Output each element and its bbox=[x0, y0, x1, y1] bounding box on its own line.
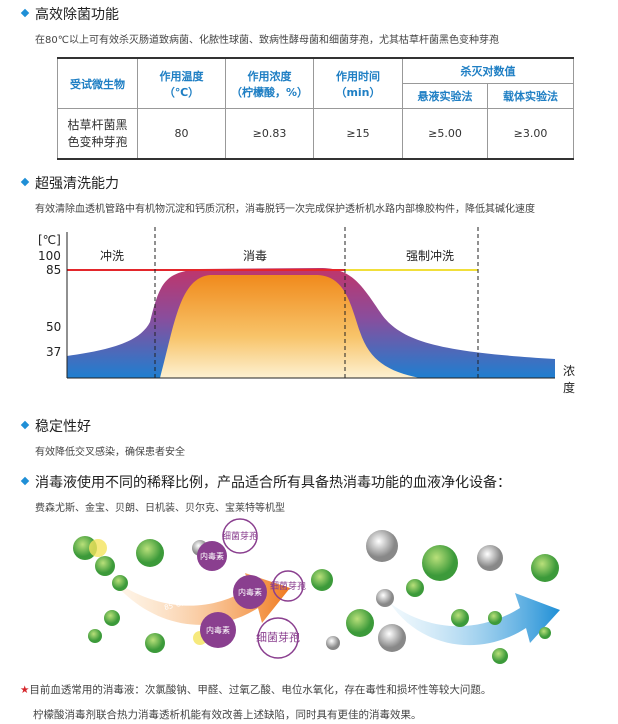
th: 悬液实验法 bbox=[402, 83, 488, 109]
table: 受试微生物 作用温度 （℃） 作用浓度 （柠檬酸，%） 作用时间 （min） 杀灭对数… bbox=[57, 57, 574, 160]
td: ≥3.00 bbox=[487, 108, 574, 159]
section-title: 稳定性好 bbox=[35, 416, 91, 436]
toxin-blobs bbox=[197, 541, 267, 648]
th-line: 作用时间 bbox=[336, 69, 380, 83]
section-text: 费森尤斯、金宝、贝朗、日机装、贝尔克、宝莱特等机型 bbox=[35, 503, 285, 514]
spore-label: 细菌芽孢 bbox=[256, 630, 300, 644]
td: ≥0.83 bbox=[225, 108, 314, 159]
spore-label: 细菌芽孢 bbox=[222, 530, 258, 542]
th-line: 作用温度 bbox=[159, 69, 204, 83]
th: 受试微生物 bbox=[57, 57, 138, 109]
th-line: （柠檬酸，%） bbox=[230, 85, 309, 99]
section-title: 高效除菌功能 bbox=[35, 4, 119, 24]
y-label: 37 bbox=[46, 345, 61, 359]
particles bbox=[73, 530, 559, 664]
note: ★目前血透常用的消毒液：次氯酸钠、甲醛、过氧乙酸、电位水氧化，存在毒性和损坏性等… bbox=[20, 682, 491, 697]
td: 80 bbox=[137, 108, 226, 159]
note: 柠檬酸消毒剂联合热力消毒透析机能有效改善上述缺陷，同时具有更佳的消毒效果。 bbox=[33, 709, 422, 721]
phase: 冲洗 bbox=[100, 248, 124, 263]
td-line: 色变种芽孢 bbox=[67, 135, 128, 150]
x-label: 浓 bbox=[563, 364, 575, 378]
th: 作用温度 （℃） bbox=[137, 57, 226, 109]
spore-blobs bbox=[222, 518, 304, 659]
th-line: 作用浓度 bbox=[247, 69, 292, 83]
td: 枯草杆菌黑色变种芽孢 bbox=[57, 108, 138, 159]
th: 杀灭对数值 bbox=[402, 57, 574, 84]
section-text: 在80℃以上可有效杀灭肠道致病菌、化脓性球菌、致病性酵母菌和细菌芽孢，尤其枯草杆… bbox=[35, 35, 499, 46]
th: 作用时间 （min） bbox=[313, 57, 403, 109]
td-line: 枯草杆菌黑 bbox=[67, 118, 128, 133]
y-label: 50 bbox=[46, 320, 61, 334]
th: 载体实验法 bbox=[487, 83, 574, 109]
toxin-label: 内毒素 bbox=[206, 625, 230, 635]
arrow bbox=[110, 573, 290, 625]
section-text: 有效降低交叉感染，确保患者安全 bbox=[35, 447, 185, 458]
arrow bbox=[390, 593, 560, 646]
y-label: 85 bbox=[46, 263, 61, 277]
section-text: 有效清除血透机管路中有机物沉淀和钙质沉积，消毒脱钙一次完成保护透析机水路内部橡胶… bbox=[35, 204, 535, 215]
th-line: （min） bbox=[335, 85, 381, 99]
toxin-label: 内毒素 bbox=[200, 551, 224, 561]
section-title: 超强清洗能力 bbox=[35, 173, 119, 193]
td: ≥15 bbox=[313, 108, 403, 159]
note-text: 目前血透常用的消毒液：次氯酸钠、甲醛、过氧乙酸、电位水氧化，存在毒性和损坏性等较… bbox=[29, 684, 492, 696]
x-label: 度 bbox=[563, 380, 575, 395]
disinfect-area bbox=[160, 275, 420, 378]
y-label: 100 bbox=[38, 249, 61, 263]
section-title: 消毒液使用不同的稀释比例，产品适合所有具备热消毒功能的血液净化设备： bbox=[35, 472, 511, 492]
th: 作用浓度 （柠檬酸，%） bbox=[225, 57, 314, 109]
th-line: （℃） bbox=[163, 85, 200, 99]
star: ★ bbox=[20, 684, 30, 696]
td: ≥5.00 bbox=[402, 108, 488, 159]
spore-label: 细菌芽孢 bbox=[270, 580, 306, 592]
illustration: 85℃高温消毒 内毒素 内毒素 内毒素 细菌芽孢 细菌芽孢 细菌芽孢 bbox=[73, 518, 560, 664]
phase: 强制冲洗 bbox=[406, 248, 454, 263]
toxin-label: 内毒素 bbox=[238, 587, 262, 597]
diagram: [℃] 100 85 50 37 冲洗 消毒 强制冲洗 浓 度 bbox=[38, 227, 575, 395]
phase: 消毒 bbox=[243, 249, 267, 263]
y-unit: [℃] bbox=[38, 233, 61, 247]
